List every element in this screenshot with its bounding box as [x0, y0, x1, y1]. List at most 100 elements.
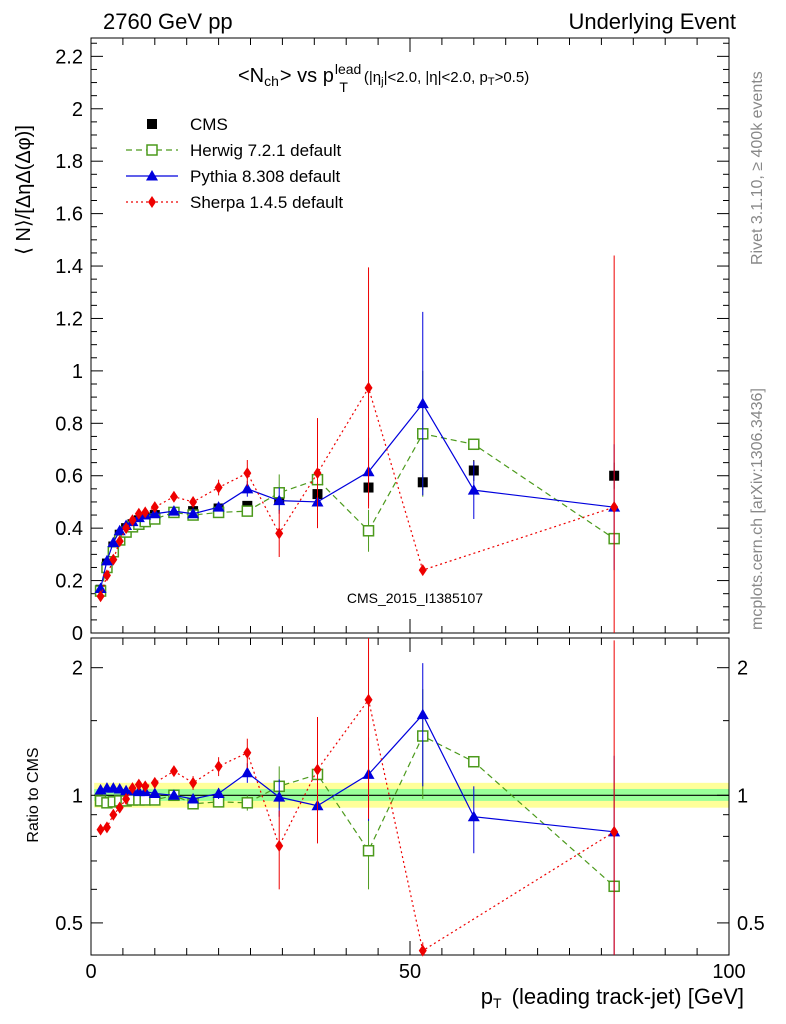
data-point [128, 514, 137, 527]
x-axis-title-sub: T [493, 995, 502, 1011]
data-point [102, 821, 111, 834]
data-point [212, 501, 225, 512]
data-point [241, 766, 254, 778]
data-point [243, 746, 252, 759]
data-point [241, 505, 254, 517]
data-point [313, 467, 322, 480]
data-point [115, 801, 124, 814]
data-point [364, 381, 373, 394]
legend-label: CMS [190, 115, 228, 134]
data-point [96, 823, 105, 836]
data-point [416, 708, 429, 720]
data-point [150, 776, 159, 789]
data-point [313, 763, 322, 776]
data-point [128, 782, 137, 795]
ratio-y-tick-label-right: 0.5 [737, 913, 765, 935]
header-analysis: Underlying Event [568, 9, 736, 34]
ratio-y-tick-label-right: 1 [737, 785, 748, 807]
main-y-tick-label: 0.2 [55, 571, 83, 593]
data-point [214, 481, 223, 494]
ratio-series-pythia [94, 663, 621, 955]
data-point [418, 944, 427, 957]
main-y-tick-label: 2.2 [55, 46, 83, 68]
legend-entry: CMS [147, 115, 228, 134]
ratio-y-tick-label-right: 2 [737, 658, 748, 680]
main-series-sherpa [96, 255, 619, 633]
data-point [212, 787, 225, 798]
rivet-version-label: Rivet 3.1.10, ≥ 400k events [749, 71, 766, 265]
series-line [99, 386, 615, 597]
data-point [134, 778, 143, 791]
main-y-tick-label: 0.8 [55, 413, 83, 435]
ratio-y-axis-title: Ratio to CMS [25, 747, 42, 842]
legend-marker [146, 144, 158, 156]
series-line [100, 713, 615, 833]
data-point [169, 490, 178, 503]
x-tick-label: 100 [712, 961, 745, 983]
data-point [122, 793, 131, 806]
series-line [99, 402, 615, 589]
legend-marker [147, 119, 157, 129]
data-point [94, 582, 107, 593]
main-y-tick-label: 1.2 [55, 308, 83, 330]
data-point [362, 844, 375, 857]
legend: CMS Herwig 7.2.1 default Pythia 8.308 defa… [126, 115, 343, 212]
data-point [275, 527, 284, 540]
data-point [187, 507, 200, 519]
ratio-y-tick-label: 0.5 [55, 913, 83, 935]
main-y-tick-label: 0 [72, 623, 83, 645]
data-point [416, 397, 429, 409]
data-point [122, 522, 131, 535]
x-tick-label: 0 [85, 961, 96, 983]
plot-title: <Nch> vs plead T(|ηj|<2.0, |η|<2.0, pT>0.… [238, 61, 529, 95]
data-point [275, 839, 284, 852]
data-point [96, 590, 105, 603]
data-point [467, 810, 480, 822]
main-frame [90, 37, 730, 634]
ratio-series-sherpa [96, 638, 619, 957]
data-point [189, 495, 198, 508]
data-point [273, 791, 286, 802]
ratio-y-tick-label: 1 [72, 785, 83, 807]
legend-label: Sherpa 1.4.5 default [190, 193, 343, 212]
legend-label: Herwig 7.2.1 default [190, 141, 341, 160]
data-point [610, 825, 619, 838]
main-y-tick-label: 1.8 [55, 151, 83, 173]
data-point [214, 760, 223, 773]
data-point [468, 755, 480, 768]
data-point [241, 482, 254, 494]
data-point [150, 501, 159, 514]
main-series-cms [95, 460, 620, 595]
data-point [113, 524, 126, 536]
main-y-tick-label: 1.4 [55, 256, 83, 278]
data-point [187, 793, 200, 804]
data-point [139, 794, 151, 806]
data-point [169, 765, 178, 778]
x-tick-label: 50 [399, 961, 421, 983]
data-point [273, 494, 286, 506]
analysis-watermark: CMS_2015_I1385107 [347, 590, 483, 606]
legend-marker [148, 196, 156, 208]
main-y-tick-label: 0.4 [55, 518, 83, 540]
data-point [468, 438, 480, 451]
data-point [115, 535, 124, 548]
data-point [167, 505, 180, 516]
main-y-tick-label: 1 [72, 361, 83, 383]
data-point [100, 554, 113, 566]
data-point [167, 789, 180, 800]
ratio-plot-panel: 0.5 0.5 1 1 2 2 0 50 100 [55, 637, 765, 983]
data-point [148, 787, 161, 798]
legend-entry: Herwig 7.2.1 default [126, 141, 341, 160]
legend-label: Pythia 8.308 default [190, 167, 341, 186]
x-axis-title: pT (leading track-jet) [GeV] [481, 984, 744, 1011]
data-point [189, 776, 198, 789]
mcplots-label: mcplots.cern.ch [arXiv:1306.3436] [749, 388, 766, 630]
data-point [418, 564, 427, 577]
main-y-tick-label: 1.6 [55, 204, 83, 226]
main-y-tick-label: 0.6 [55, 466, 83, 488]
legend-entry: Pythia 8.308 default [126, 167, 341, 186]
data-point [243, 467, 252, 480]
data-point [107, 536, 120, 548]
legend-marker [146, 170, 158, 181]
